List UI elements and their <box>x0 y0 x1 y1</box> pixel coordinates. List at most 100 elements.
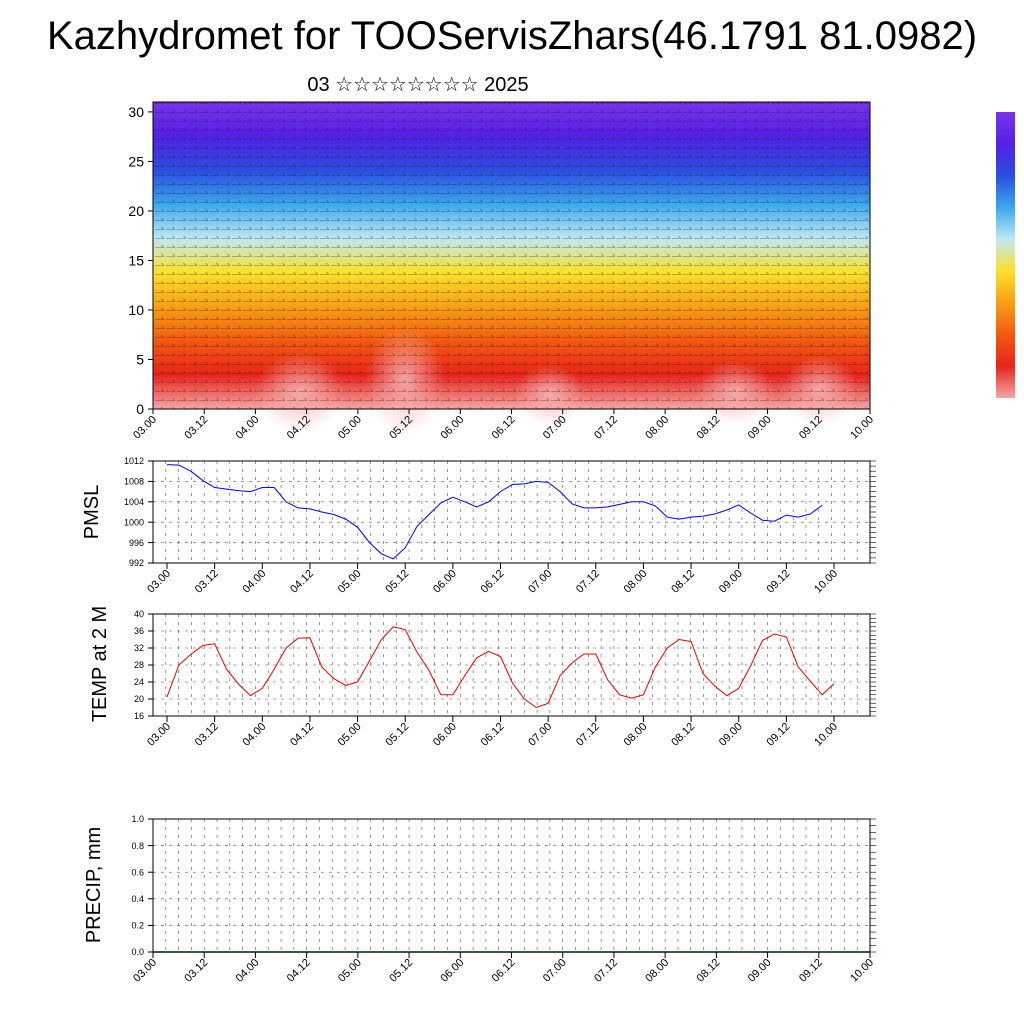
x-tick-label: 05.12 <box>387 957 415 985</box>
x-tick-label: 09.12 <box>765 721 793 749</box>
y-tick-label: 1000 <box>124 517 144 527</box>
y-tick-label: 25 <box>128 153 144 169</box>
chart-title: Kazhydromet for TOOServisZhars(46.1791 8… <box>46 14 978 58</box>
x-tick-label: 07.12 <box>574 721 602 749</box>
x-tick-label: 08.00 <box>622 721 650 749</box>
x-tick-label: 09.00 <box>717 568 745 596</box>
x-tick-label: 07.12 <box>592 414 620 442</box>
x-tick-label: 05.12 <box>383 568 411 596</box>
x-tick-label: 08.12 <box>669 721 697 749</box>
x-tick-label: 03.00 <box>145 568 173 596</box>
temp-axes: 16 20 24 28 32 36 40 03.00 03.12 04.00 04.12 05.00 0… <box>134 609 840 748</box>
x-tick-label: 04.00 <box>234 957 262 985</box>
y-tick-label: 0.2 <box>131 921 144 931</box>
x-tick-label: 04.12 <box>288 568 316 596</box>
y-tick-label: 1.0 <box>131 814 144 824</box>
x-tick-label: 03.00 <box>131 414 159 442</box>
x-tick-label: 07.00 <box>541 957 569 985</box>
y-tick-label: 0.4 <box>131 894 144 904</box>
y-tick-label: 5 <box>136 351 144 367</box>
x-tick-label: 06.12 <box>479 721 507 749</box>
y-tick-label: 992 <box>129 558 144 568</box>
y-tick-label: 20 <box>134 694 144 704</box>
y-tick-label: 36 <box>134 626 144 636</box>
y-tick-label: 28 <box>134 660 144 670</box>
y-tick-label: 24 <box>134 677 144 687</box>
y-tick-label: 10 <box>128 302 144 318</box>
x-tick-label: 10.00 <box>848 957 876 985</box>
x-tick-label: 08.00 <box>622 568 650 596</box>
x-tick-label: 09.00 <box>717 721 745 749</box>
temp-panel: TEMP at 2 M 16 20 24 28 32 36 40 03.00 03.12 04.0… <box>89 606 876 749</box>
x-tick-label: 10.00 <box>812 568 840 596</box>
precip-grid <box>153 818 876 953</box>
pmsl-axes: 992 996 1000 1004 1008 1012 03.00 03.12 04.00 04.… <box>124 456 840 595</box>
x-tick-label: 08.12 <box>695 957 723 985</box>
x-tick-label: 04.00 <box>240 721 268 749</box>
x-tick-label: 08.00 <box>643 957 671 985</box>
x-tick-label: 05.00 <box>336 568 364 596</box>
x-tick-label: 09.12 <box>797 957 825 985</box>
pmsl-ylabel: PMSL <box>81 485 103 539</box>
y-tick-label: 0.8 <box>131 841 144 851</box>
x-tick-label: 06.00 <box>431 721 459 749</box>
y-tick-label: 1008 <box>124 477 144 487</box>
y-tick-label: 32 <box>134 643 144 653</box>
x-tick-label: 03.12 <box>182 957 210 985</box>
x-tick-label: 05.00 <box>336 721 364 749</box>
x-tick-label: 06.00 <box>438 414 466 442</box>
x-tick-label: 07.12 <box>592 957 620 985</box>
y-tick-label: 1012 <box>124 456 144 466</box>
x-tick-label: 03.12 <box>193 721 221 749</box>
x-tick-label: 05.12 <box>383 721 411 749</box>
x-tick-label: 09.12 <box>765 568 793 596</box>
pmsl-series-line <box>166 464 823 560</box>
y-tick-label: 15 <box>128 252 144 268</box>
precip-panel: PRECIP, mm 0.0 0.2 0.4 0.6 0.8 1.0 03.00 03.12 0… <box>83 814 876 984</box>
x-tick-label: 10.00 <box>848 414 876 442</box>
x-tick-label: 08.12 <box>669 568 697 596</box>
x-tick-label: 07.00 <box>526 568 554 596</box>
temp-ylabel: TEMP at 2 M <box>89 606 111 722</box>
y-tick-label: 0.0 <box>131 947 144 957</box>
pmsl-panel: PMSL 992 996 1000 1004 1008 1012 03.00 03.12 04.… <box>81 456 876 596</box>
y-tick-label: 996 <box>129 538 144 548</box>
x-tick-label: 04.00 <box>234 414 262 442</box>
x-tick-label: 06.00 <box>431 568 459 596</box>
x-tick-label: 05.00 <box>336 414 364 442</box>
y-tick-label: 0 <box>136 401 144 417</box>
x-tick-label: 03.00 <box>131 957 159 985</box>
x-tick-label: 05.00 <box>336 957 364 985</box>
x-tick-label: 04.12 <box>288 721 316 749</box>
y-tick-label: 40 <box>134 609 144 619</box>
x-tick-label: 04.00 <box>240 568 268 596</box>
y-tick-label: 20 <box>128 203 144 219</box>
chart-subtitle: 03 ☆☆☆☆☆☆☆☆ 2025 <box>307 74 529 96</box>
temp-series-line <box>166 626 835 709</box>
x-tick-label: 09.00 <box>746 957 774 985</box>
x-tick-label: 04.12 <box>285 957 313 985</box>
x-tick-label: 07.12 <box>574 568 602 596</box>
x-tick-label: 06.00 <box>438 957 466 985</box>
x-tick-label: 10.00 <box>812 721 840 749</box>
x-tick-label: 03.12 <box>182 414 210 442</box>
color-scale-bar <box>996 112 1015 398</box>
pmsl-frame <box>152 460 871 564</box>
x-tick-label: 08.00 <box>643 414 671 442</box>
x-tick-label: 06.12 <box>479 568 507 596</box>
x-tick-label: 03.12 <box>193 568 221 596</box>
x-tick-label: 06.12 <box>490 414 518 442</box>
temp-grid <box>153 613 876 717</box>
y-tick-label: 16 <box>134 711 144 721</box>
x-tick-label: 03.00 <box>145 721 173 749</box>
x-tick-label: 06.12 <box>490 957 518 985</box>
pmsl-grid <box>153 460 876 564</box>
y-tick-label: 30 <box>128 104 144 120</box>
y-tick-label: 1004 <box>124 497 144 507</box>
wind-vectors <box>153 102 870 409</box>
precip-ylabel: PRECIP, mm <box>83 827 105 943</box>
y-tick-label: 0.6 <box>131 867 144 877</box>
x-tick-label: 07.00 <box>526 721 554 749</box>
